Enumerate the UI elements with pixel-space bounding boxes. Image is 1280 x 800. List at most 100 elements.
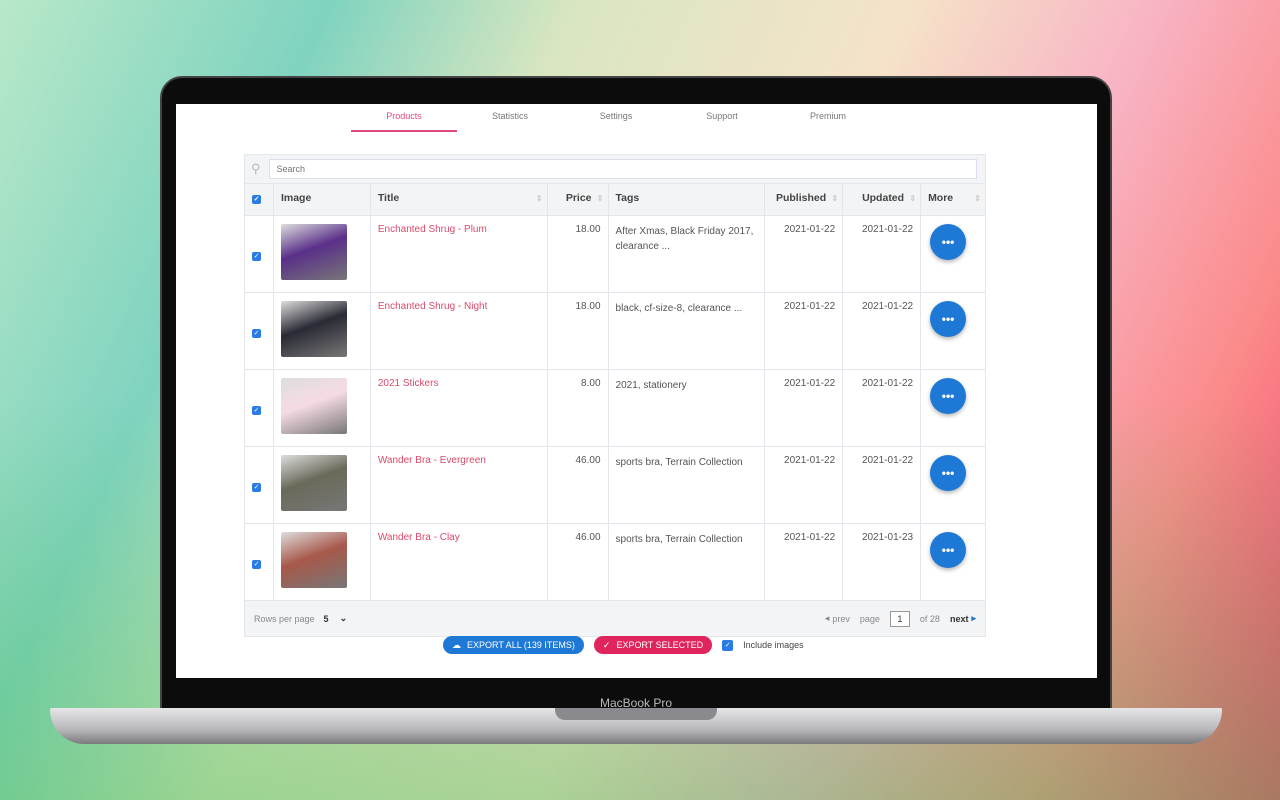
more-actions-button[interactable]: ••• (930, 224, 967, 260)
rows-per-page-label: Rows per page (254, 613, 315, 624)
column-header-updated[interactable]: Updated ⇕ (843, 184, 922, 215)
search-input[interactable] (268, 159, 977, 179)
next-button[interactable]: next ▸ (950, 613, 976, 624)
table-row: ✓ Wander Bra - Evergreen 46.00 sports br… (245, 446, 985, 523)
page-count: of 28 (919, 613, 940, 624)
table-row: ✓ Enchanted Shrug - Plum 18.00 After Xma… (245, 215, 985, 292)
prev-label: prev (832, 613, 850, 624)
ellipsis-icon: ••• (941, 235, 955, 249)
column-header-title[interactable]: Title ⇕ (370, 184, 548, 215)
rows-per-page-value: 5 (323, 613, 329, 624)
table-header: ✓ Image Title ⇕ Price ⇕ Tags Published ⇕ Updated ⇕… (245, 183, 985, 215)
sort-icon: ⇕ (535, 194, 543, 203)
sort-icon: ⇕ (596, 194, 604, 203)
tab-products[interactable]: Products (351, 104, 457, 132)
column-header-image: Image (273, 184, 371, 215)
products-table: ⚲ ✓ImageTitle⇕Price⇕TagsPublished⇕Update… (244, 154, 986, 637)
title-cell: Enchanted Shrug - Plum (371, 216, 548, 292)
updated-cell: 2021-01-22 (843, 370, 922, 446)
updated-cell: 2021-01-23 (843, 524, 922, 600)
price-cell: 8.00 (548, 370, 609, 446)
notch (555, 708, 717, 720)
tab-statistics[interactable]: Statistics (491, 111, 528, 121)
laptop-base (50, 708, 1222, 744)
published-cell: 2021-01-22 (765, 293, 844, 369)
product-thumbnail[interactable] (280, 532, 347, 588)
tags-cell: sports bra, Terrain Collection (609, 524, 766, 600)
tags-cell: After Xmas, Black Friday 2017, clearance… (609, 216, 766, 292)
more-cell: ••• (921, 524, 985, 600)
product-title-link[interactable]: Enchanted Shrug - Plum (377, 224, 487, 235)
tab-support[interactable]: Support (706, 111, 738, 121)
product-thumbnail[interactable] (280, 224, 347, 280)
page-label: page (859, 613, 880, 624)
column-label: Price (565, 192, 592, 204)
more-cell: ••• (921, 447, 985, 523)
select-cell: ✓ (245, 370, 274, 446)
sort-icon: ⇕ (831, 194, 839, 203)
tab-premium[interactable]: Premium (809, 111, 846, 121)
price-cell: 18.00 (548, 293, 609, 369)
column-header-price[interactable]: Price ⇕ (547, 184, 609, 215)
image-cell (274, 216, 371, 292)
image-cell (274, 447, 371, 523)
column-header-more[interactable]: More ⇕ (921, 184, 985, 215)
product-title-link[interactable]: Wander Bra - Clay (377, 532, 460, 543)
title-cell: Wander Bra - Clay (371, 524, 548, 600)
sort-icon: ⇕ (909, 194, 917, 203)
published-cell: 2021-01-22 (765, 216, 844, 292)
include-images-checkbox[interactable]: ✓ (722, 639, 734, 651)
row-checkbox[interactable]: ✓ (252, 252, 261, 261)
more-cell: ••• (921, 370, 985, 446)
more-actions-button[interactable]: ••• (930, 532, 967, 568)
more-actions-button[interactable]: ••• (930, 301, 967, 337)
search-icon: ⚲ (251, 161, 261, 176)
select-all-checkbox[interactable]: ✓ (252, 195, 261, 204)
column-label: Image (280, 192, 312, 204)
tab-settings[interactable]: Settings (599, 111, 633, 121)
column-label: Published (775, 192, 827, 204)
product-thumbnail[interactable] (280, 301, 347, 357)
export-selected-button[interactable]: ✓ EXPORT SELECTED (593, 636, 713, 654)
row-checkbox[interactable]: ✓ (252, 329, 261, 338)
search-bar: ⚲ (245, 155, 985, 183)
more-actions-button[interactable]: ••• (930, 378, 967, 414)
product-title-link[interactable]: Wander Bra - Evergreen (377, 455, 486, 466)
export-actions: ☁ EXPORT ALL (139 ITEMS) ✓ EXPORT SELECTED… (443, 636, 804, 654)
title-cell: 2021 Stickers (371, 370, 548, 446)
price-cell: 46.00 (548, 447, 609, 523)
column-header-published[interactable]: Published ⇕ (765, 184, 844, 215)
select-cell: ✓ (245, 216, 274, 292)
more-actions-button[interactable]: ••• (930, 455, 967, 491)
export-all-button[interactable]: ☁ EXPORT ALL (139 ITEMS) (443, 636, 584, 654)
tags-cell: black, cf-size-8, clearance ... (609, 293, 766, 369)
export-selected-label: EXPORT SELECTED (616, 640, 704, 650)
rows-per-page-select[interactable]: 5 ⌄ (324, 613, 348, 624)
product-title-link[interactable]: Enchanted Shrug - Night (377, 301, 488, 312)
prev-button[interactable]: ◂ prev (825, 613, 850, 624)
updated-cell: 2021-01-22 (843, 447, 922, 523)
product-thumbnail[interactable] (280, 378, 347, 434)
product-title-link[interactable]: 2021 Stickers (377, 378, 439, 389)
updated-cell: 2021-01-22 (843, 293, 922, 369)
export-all-label: EXPORT ALL (139 ITEMS) (467, 640, 575, 650)
column-label: Tags (615, 192, 640, 204)
row-checkbox[interactable]: ✓ (252, 560, 261, 569)
table-row: ✓ Enchanted Shrug - Night 18.00 black, c… (245, 292, 985, 369)
ellipsis-icon: ••• (941, 466, 955, 480)
caret-left-icon: ◂ (824, 613, 830, 623)
select-cell: ✓ (245, 447, 274, 523)
tags-cell: sports bra, Terrain Collection (609, 447, 766, 523)
caret-right-icon: ▸ (971, 613, 976, 623)
pagination-bar: Rows per page 5 ⌄ ◂ prev page 1 of 28 next… (245, 600, 985, 636)
product-thumbnail[interactable] (280, 455, 347, 511)
ellipsis-icon: ••• (941, 389, 955, 403)
table-row: ✓ Wander Bra - Clay 46.00 sports bra, Te… (245, 523, 985, 600)
row-checkbox[interactable]: ✓ (252, 406, 261, 415)
sort-icon: ⇕ (974, 194, 981, 203)
more-cell: ••• (921, 216, 985, 292)
page-input[interactable]: 1 (889, 610, 910, 627)
tab-bar: Products Statistics Settings Support Premium (351, 104, 881, 132)
row-checkbox[interactable]: ✓ (252, 483, 261, 492)
image-cell (274, 293, 371, 369)
